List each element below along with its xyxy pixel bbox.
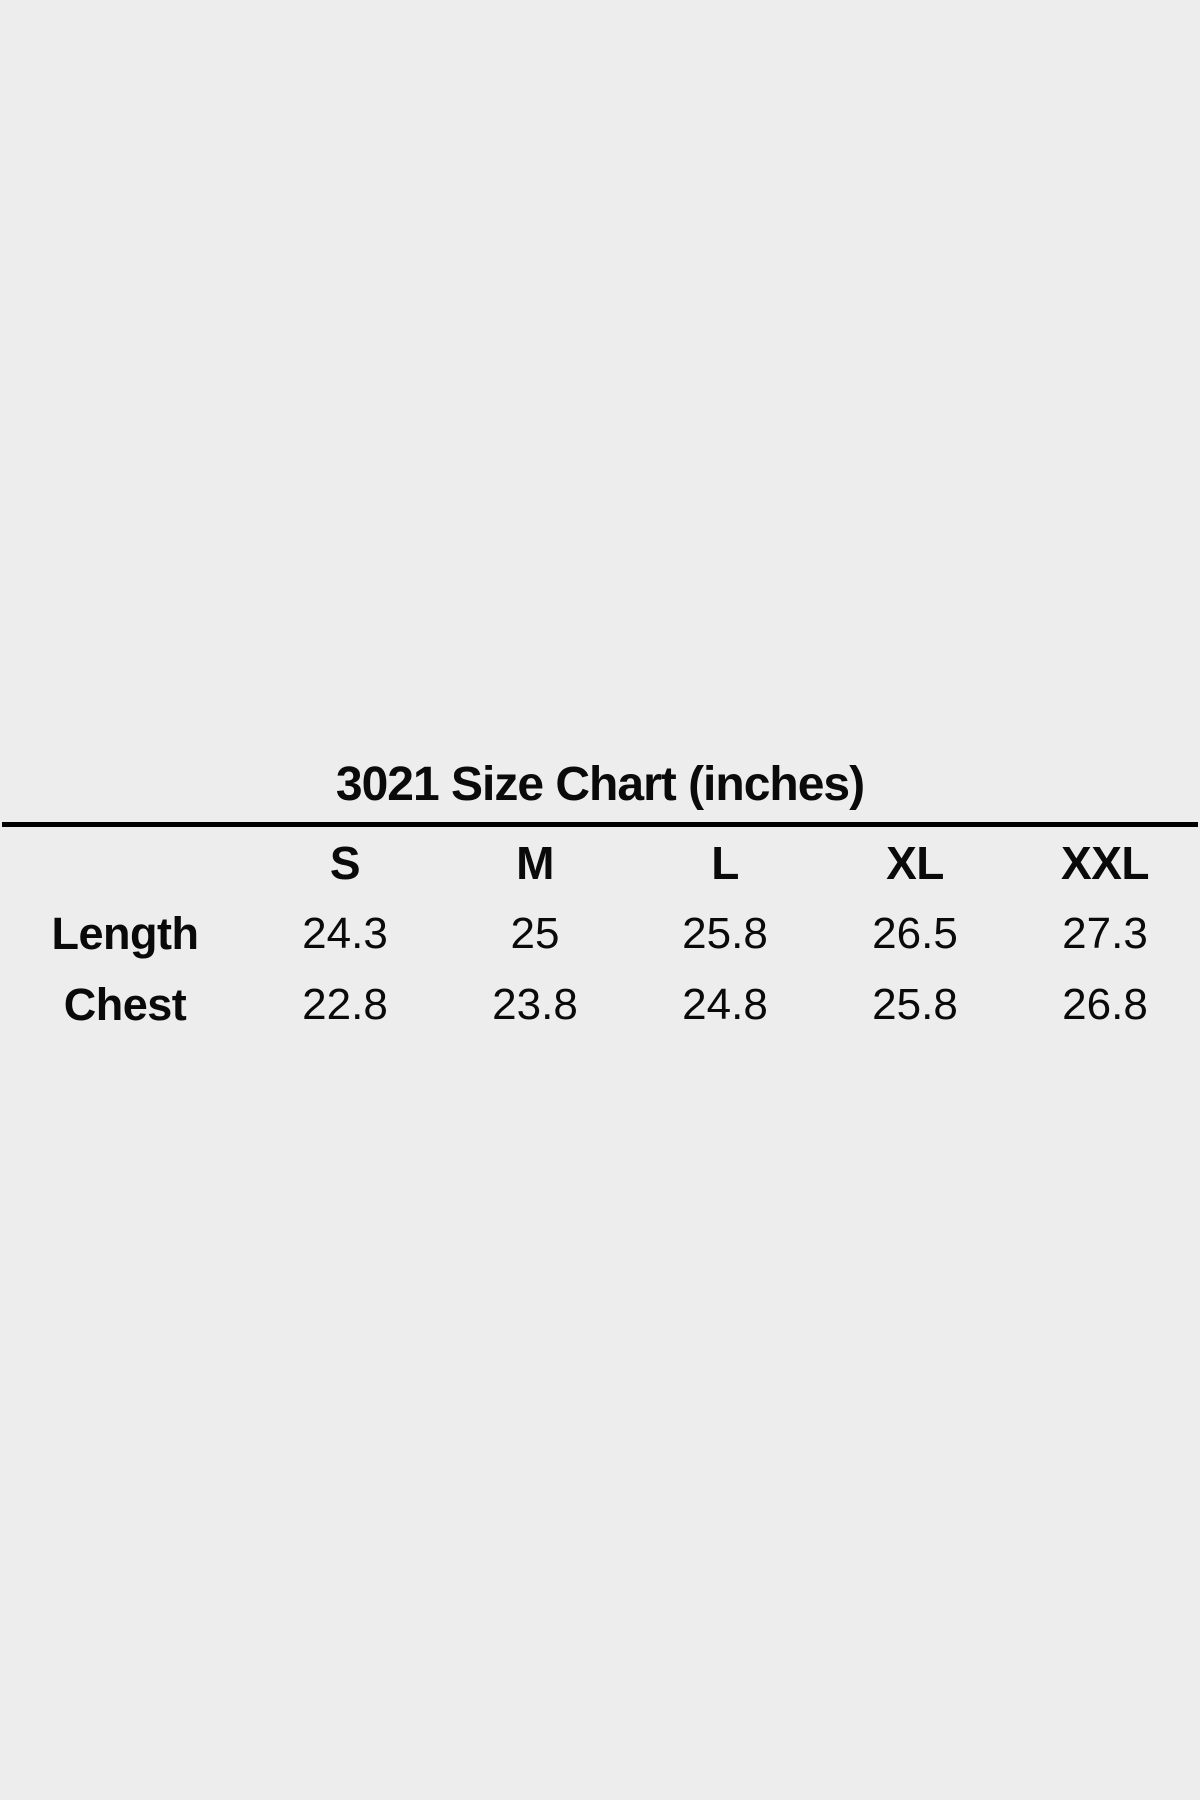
size-col-header-m: M bbox=[516, 836, 554, 889]
size-header-row: S M L XL XXL bbox=[0, 827, 1200, 898]
table-row-length: Length 24.3 25 25.8 26.5 27.3 bbox=[0, 898, 1200, 969]
chest-value-xl: 25.8 bbox=[872, 979, 958, 1029]
title-divider-line bbox=[2, 822, 1198, 827]
table-row-chest: Chest 22.8 23.8 24.8 25.8 26.8 bbox=[0, 969, 1200, 1040]
size-col-header-xl: XL bbox=[886, 836, 944, 889]
size-chart-title: 3021 Size Chart (inches) bbox=[335, 758, 865, 811]
length-value-l: 25.8 bbox=[682, 908, 768, 958]
size-chart-table: S M L XL XXL Length 24.3 25 25.8 26.5 27… bbox=[0, 827, 1200, 1040]
row-label-chest: Chest bbox=[63, 978, 187, 1030]
size-col-header-xxl: XXL bbox=[1061, 836, 1149, 889]
header-spacer-cell bbox=[0, 827, 250, 898]
size-col-header-s: S bbox=[329, 836, 361, 889]
row-label-length: Length bbox=[51, 907, 199, 959]
length-value-xl: 26.5 bbox=[872, 908, 958, 958]
length-value-m: 25 bbox=[510, 908, 560, 958]
length-value-xxl: 27.3 bbox=[1062, 908, 1148, 958]
chest-value-xxl: 26.8 bbox=[1062, 979, 1148, 1029]
length-value-s: 24.3 bbox=[302, 908, 388, 958]
chest-value-m: 23.8 bbox=[492, 979, 578, 1029]
size-col-header-l: L bbox=[711, 836, 739, 889]
chest-value-s: 22.8 bbox=[302, 979, 388, 1029]
chest-value-l: 24.8 bbox=[682, 979, 768, 1029]
